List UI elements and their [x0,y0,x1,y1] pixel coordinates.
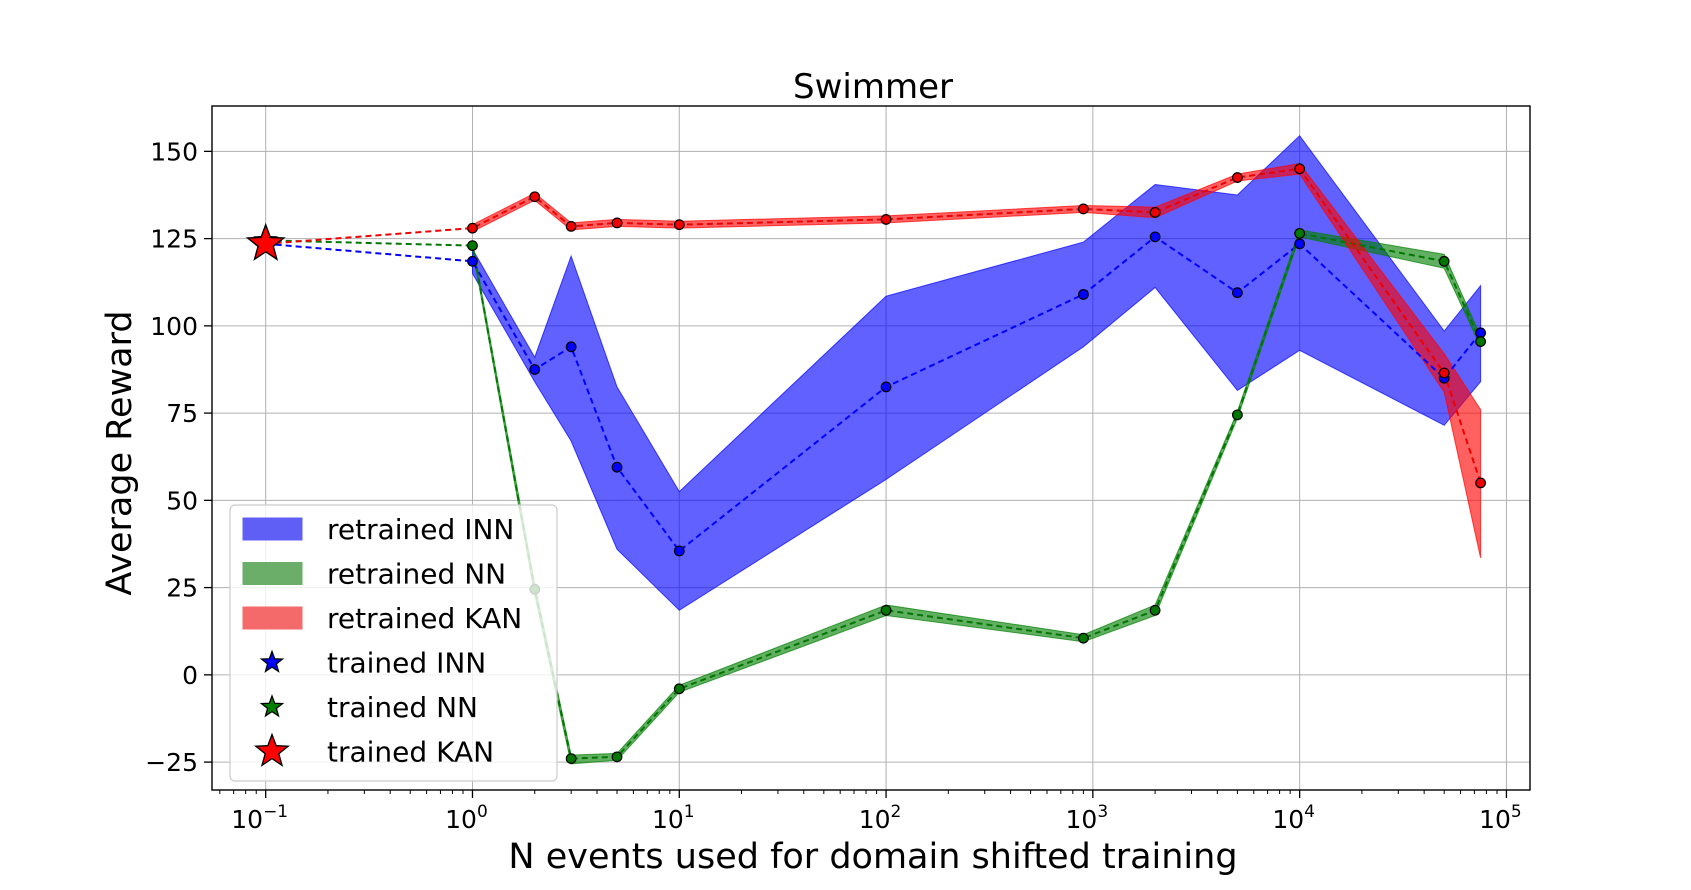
legend-label-2: retrained NN [327,558,506,591]
x-tick-label: 101 [652,802,695,834]
legend-star-icon [254,732,290,767]
data-point [1149,604,1161,616]
legend-star-icon [259,694,285,718]
data-point [1475,336,1487,347]
x-tick-label: 105 [1479,802,1522,834]
y-tick-label: 150 [150,137,198,166]
chart-title: Swimmer [793,67,953,107]
data-point [611,217,623,229]
data-point [1149,231,1161,243]
data-point [611,751,623,763]
x-axis-label: N events used for domain shifted trainin… [508,837,1237,877]
data-point [467,255,478,267]
y-tick-label: 25 [166,574,198,603]
legend-label-3: retrained KAN [327,602,522,635]
legend-label-6: trained KAN [327,736,494,769]
x-tick-label: 102 [859,802,902,834]
legend-label-4: trained INN [327,647,486,680]
axis-ticks: 10−1 100 101 102 103 104 105 −25 0 25 50 75 100 125 15… [145,137,1522,834]
data-point [673,683,685,695]
data-point [880,604,892,616]
data-point [565,220,577,232]
data-point [1438,367,1450,379]
x-tick-label: 10−1 [231,802,288,834]
x-tick-label: 100 [445,802,488,834]
x-tick-label: 103 [1066,802,1109,834]
data-point [673,219,685,231]
data-point [880,214,892,225]
data-point [611,461,623,473]
trained-star-marker [245,222,286,261]
y-tick-label: 75 [166,399,198,428]
data-point [1294,227,1306,239]
data-point [880,381,892,393]
data-point [1294,163,1306,175]
y-tick-label: 50 [166,486,198,515]
legend-label-1: retrained INN [327,513,514,546]
data-point [673,545,685,557]
data-point [1438,255,1450,267]
data-point [1231,287,1243,299]
data-point [467,222,478,234]
axes-frame [211,105,1531,791]
y-tick-label: 100 [150,312,198,341]
plot-frame [211,105,1531,791]
legend-swatch-3 [242,606,303,630]
x-tick-label: 104 [1272,802,1315,834]
band-1 [472,134,1482,611]
data-point [1077,203,1089,215]
data-point [565,341,577,353]
data-point [1475,477,1487,489]
data-point [1231,172,1243,183]
data-point [529,364,541,375]
data-point [1149,207,1161,218]
data-point [1077,289,1089,300]
legend: retrained INN retrained NN retrained KAN tr… [229,504,558,782]
legend-label-5: trained NN [327,691,478,724]
data-point [467,240,478,251]
data-point [1294,238,1306,250]
data-point [1231,409,1243,421]
data-point [565,753,577,764]
legend-swatch-2 [242,562,303,585]
y-axis-label: Average Reward [100,310,140,595]
data-point [529,191,541,203]
legend-swatch-1 [242,517,303,541]
y-tick-label: 0 [182,661,198,690]
y-tick-label: 125 [150,225,198,254]
y-tick-label: −25 [145,748,198,777]
legend-box [229,504,558,782]
data-point [1077,632,1089,644]
confidence-bands [472,134,1482,765]
legend-star-icon [259,649,285,673]
